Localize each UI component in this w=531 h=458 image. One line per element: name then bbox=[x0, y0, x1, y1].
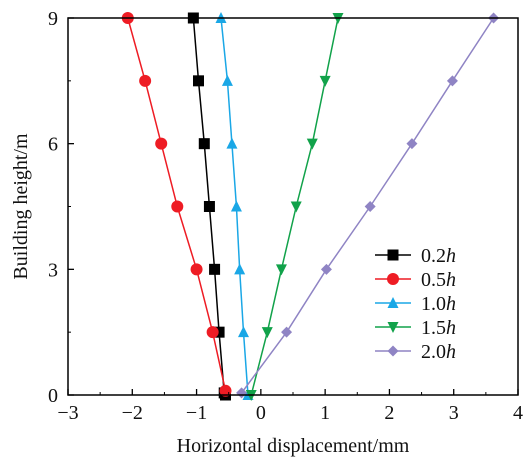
x-tick-label: −2 bbox=[122, 402, 143, 424]
data-point bbox=[290, 201, 302, 213]
x-axis-title: Horizontal displacement/mm bbox=[177, 435, 410, 457]
data-point bbox=[226, 137, 238, 149]
x-tick-label: 3 bbox=[449, 402, 459, 424]
legend-label: 0.2h bbox=[421, 245, 456, 267]
data-point bbox=[364, 201, 376, 212]
data-point bbox=[155, 137, 168, 150]
legend-entry-0-5h: 0.5h bbox=[375, 269, 456, 291]
data-point bbox=[221, 74, 233, 86]
y-axis-title: Building height/m bbox=[10, 133, 32, 280]
x-tick-label: 0 bbox=[256, 402, 266, 424]
data-point bbox=[139, 74, 152, 87]
x-tick-label: 4 bbox=[513, 402, 523, 424]
legend-label: 1.0h bbox=[421, 293, 456, 315]
legend: 0.2h0.5h1.0h1.5h2.0h bbox=[375, 245, 456, 363]
x-tick-label: 1 bbox=[320, 402, 330, 424]
y-tick-label: 3 bbox=[48, 259, 58, 281]
data-point bbox=[446, 75, 458, 87]
legend-label: 1.5h bbox=[421, 317, 456, 339]
legend-label: 0.5h bbox=[421, 269, 456, 291]
data-point bbox=[306, 138, 318, 150]
data-point bbox=[203, 201, 215, 212]
data-point bbox=[275, 264, 287, 276]
axis-layer: −3 −2 −1 0 1 2 3 4 0 3 6 9 Horizontal displacement/m… bbox=[10, 8, 523, 457]
data-point bbox=[320, 263, 332, 275]
x-tick-label: 2 bbox=[384, 402, 394, 424]
legend-marker bbox=[387, 345, 399, 357]
legend-marker bbox=[387, 249, 399, 261]
legend-marker bbox=[387, 322, 399, 333]
data-point bbox=[261, 327, 273, 339]
y-tick-label: 9 bbox=[48, 8, 58, 30]
data-point bbox=[206, 326, 219, 339]
data-point bbox=[198, 138, 210, 150]
data-point bbox=[281, 326, 293, 338]
y-tick-label: 6 bbox=[48, 134, 58, 156]
data-point bbox=[190, 263, 203, 276]
series-0-2h bbox=[187, 12, 231, 401]
legend-marker bbox=[387, 273, 399, 285]
legend-entry-1-0h: 1.0h bbox=[375, 293, 456, 315]
legend-marker bbox=[387, 297, 399, 308]
series-0-5h bbox=[121, 12, 232, 397]
data-point bbox=[171, 200, 184, 213]
x-tick-label: −3 bbox=[57, 402, 78, 424]
data-point bbox=[209, 263, 221, 275]
data-point bbox=[319, 75, 331, 87]
series-1-5h bbox=[245, 13, 344, 401]
legend-entry-1-5h: 1.5h bbox=[375, 317, 456, 339]
data-point bbox=[406, 138, 418, 150]
x-tick-label: −1 bbox=[186, 402, 207, 424]
legend-entry-0-2h: 0.2h bbox=[375, 245, 456, 267]
y-tick-label: 0 bbox=[48, 385, 58, 407]
data-point bbox=[238, 326, 249, 338]
data-point bbox=[213, 326, 225, 338]
legend-label: 2.0h bbox=[421, 341, 456, 363]
data-point bbox=[193, 75, 204, 87]
legend-entry-2-0h: 2.0h bbox=[375, 341, 456, 363]
plot-layer bbox=[121, 12, 500, 401]
series-2-0h bbox=[236, 12, 500, 399]
data-point bbox=[234, 263, 246, 275]
series-1-0h bbox=[215, 12, 254, 400]
data-point bbox=[230, 200, 242, 212]
